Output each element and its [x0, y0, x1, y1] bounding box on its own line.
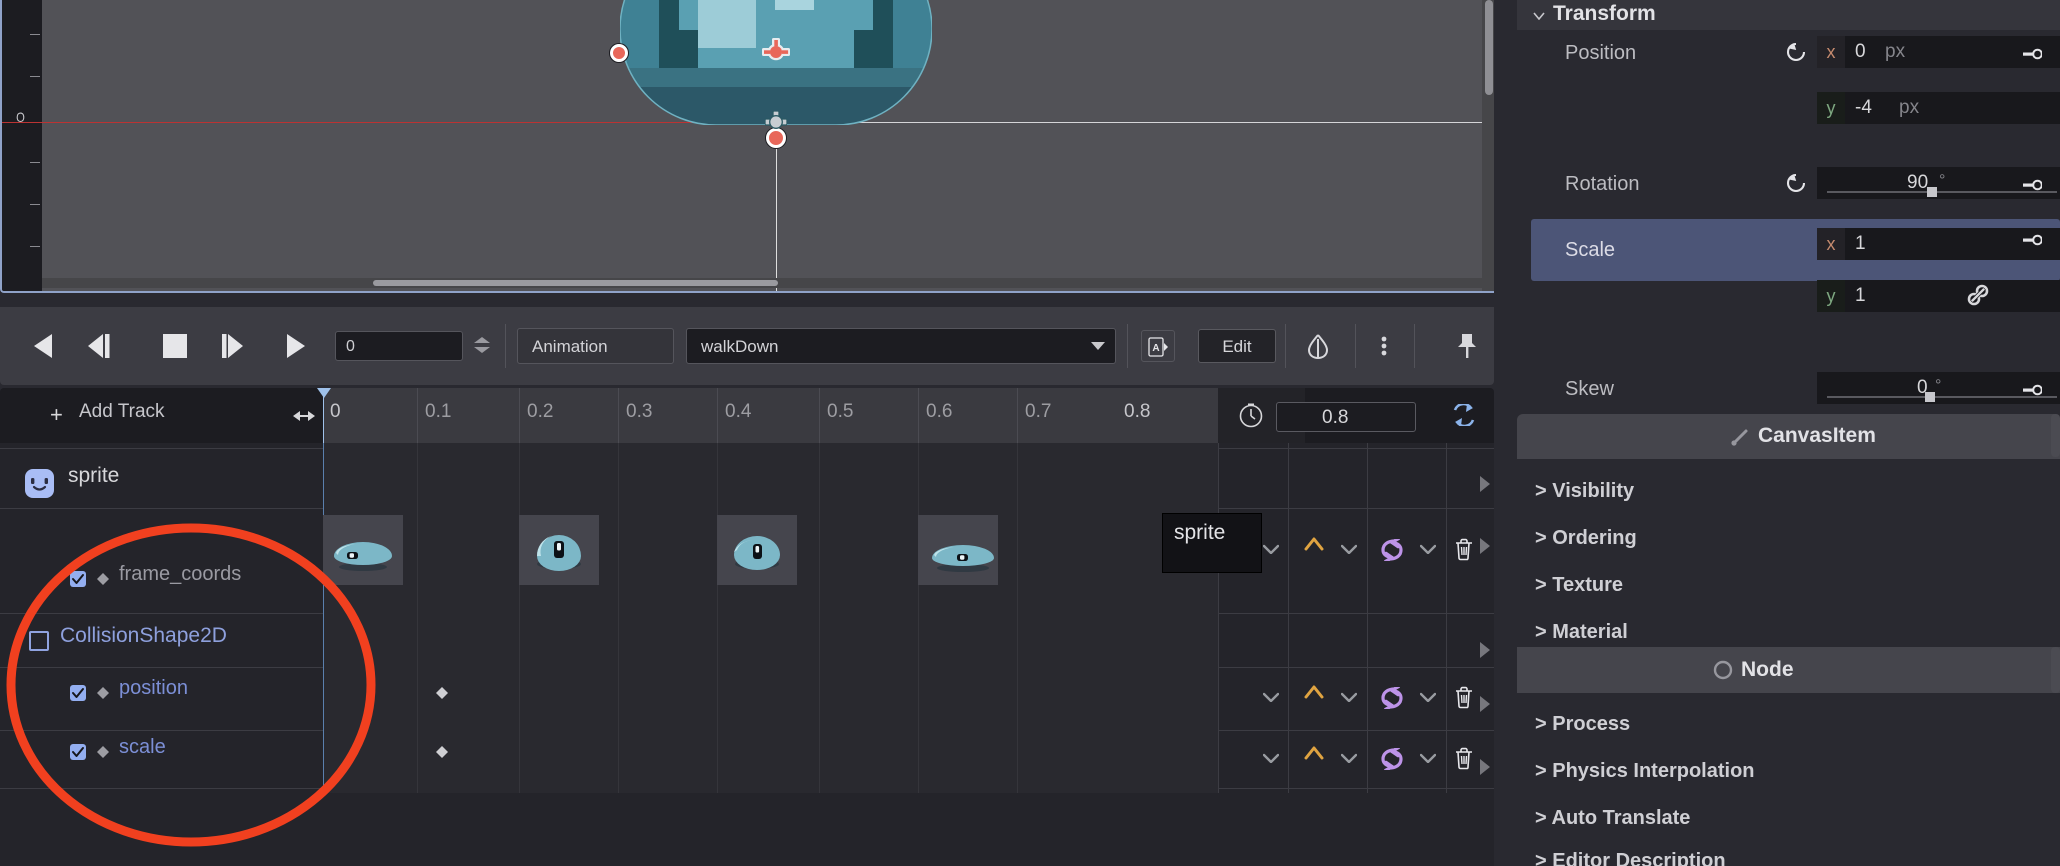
svg-text:A: A — [1152, 343, 1159, 354]
